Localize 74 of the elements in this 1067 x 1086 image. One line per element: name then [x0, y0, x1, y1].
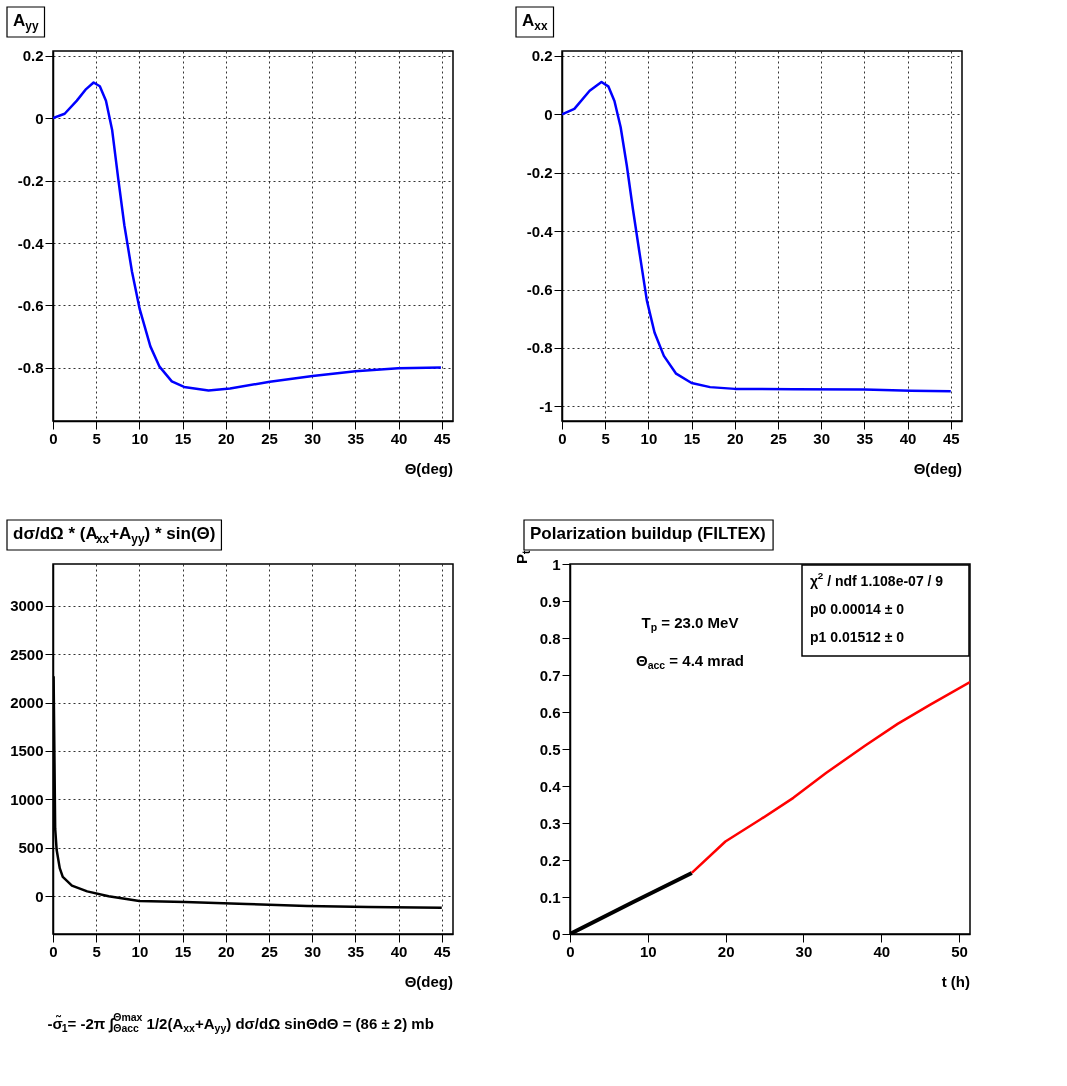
x-tick-label: 35 — [856, 429, 874, 447]
x-tick-label: 10 — [640, 429, 658, 447]
x-tick-label: 45 — [942, 429, 960, 447]
x-tick-label: 30 — [304, 942, 322, 960]
x-tick-label: 20 — [217, 942, 235, 960]
y-tick-label: 0 — [35, 109, 44, 127]
y-tick-label: 0.2 — [531, 47, 553, 65]
x-tick-label: 25 — [770, 429, 787, 447]
x-tick-label: 20 — [717, 942, 735, 960]
y-tick-label: 0.3 — [539, 814, 561, 832]
y-tick-label: 500 — [18, 839, 44, 857]
x-tick-label: 30 — [813, 429, 831, 447]
x-tick-label: 5 — [601, 429, 610, 447]
y-tick-label: 0.4 — [539, 777, 562, 795]
x-tick-label: 5 — [92, 942, 101, 960]
x-axis-title: t (h) — [941, 973, 971, 990]
y-tick-label: 0.5 — [539, 740, 561, 758]
y-tick-label: -0.2 — [526, 164, 553, 182]
x-tick-label: 15 — [174, 429, 192, 447]
y-tick-label: 0.7 — [539, 666, 561, 684]
y-tick-label: 3000 — [10, 597, 44, 615]
x-tick-label: 25 — [261, 942, 278, 960]
y-tick-label: 0.9 — [539, 592, 561, 610]
x-tick-label: 10 — [131, 429, 149, 447]
y-tick-label: 1 — [552, 555, 561, 573]
y-tick-label: -0.8 — [17, 359, 44, 377]
x-tick-label: 35 — [347, 942, 365, 960]
y-tick-label: -0.6 — [526, 281, 553, 299]
x-axis-title: Θ(deg) — [404, 973, 453, 990]
x-tick-label: 0 — [49, 429, 58, 447]
y-tick-label: 2000 — [10, 694, 44, 712]
x-tick-label: 50 — [951, 942, 968, 960]
x-tick-label: 35 — [347, 429, 365, 447]
x-tick-label: 5 — [92, 429, 101, 447]
x-tick-label: 10 — [131, 942, 149, 960]
x-tick-label: 40 — [873, 942, 891, 960]
x-axis-title: Θ(deg) — [404, 460, 453, 477]
x-tick-label: 30 — [304, 429, 322, 447]
y-tick-label: 0.2 — [22, 47, 44, 65]
y-tick-label: -0.8 — [526, 339, 553, 357]
y-tick-label: 1000 — [10, 790, 44, 808]
x-tick-label: 30 — [795, 942, 813, 960]
x-tick-label: 10 — [639, 942, 657, 960]
y-tick-label: 0 — [544, 105, 553, 123]
annotation: p1 0.01512 ± 0 — [810, 629, 905, 645]
x-tick-label: 15 — [174, 942, 192, 960]
y-tick-label: -0.2 — [17, 172, 44, 190]
annotation: p0 0.00014 ± 0 — [810, 601, 905, 617]
y-tick-label: -1 — [539, 397, 553, 415]
x-axis-title: Θ(deg) — [913, 460, 962, 477]
y-tick-label: 0 — [35, 887, 44, 905]
x-tick-label: 45 — [433, 429, 451, 447]
x-tick-label: 25 — [261, 429, 278, 447]
y-tick-label: -0.4 — [526, 222, 554, 240]
y-axis-title: Pt — [513, 549, 532, 564]
x-tick-label: 40 — [390, 942, 408, 960]
x-tick-label: 20 — [726, 429, 744, 447]
x-tick-label: 20 — [217, 429, 235, 447]
y-tick-label: 0.2 — [539, 851, 561, 869]
y-tick-label: 0.8 — [539, 629, 561, 647]
x-tick-label: 0 — [566, 942, 575, 960]
chart-title: Polarization buildup (FILTEX) — [530, 524, 766, 543]
y-tick-label: 1500 — [10, 742, 44, 760]
x-tick-label: 45 — [433, 942, 451, 960]
y-tick-label: 0.1 — [539, 888, 561, 906]
x-tick-label: 15 — [683, 429, 701, 447]
x-tick-label: 40 — [899, 429, 917, 447]
y-tick-label: -0.4 — [17, 234, 45, 252]
x-tick-label: 0 — [49, 942, 58, 960]
x-tick-label: 40 — [390, 429, 408, 447]
y-tick-label: 0 — [552, 925, 561, 943]
y-tick-label: -0.6 — [17, 296, 44, 314]
y-tick-label: 0.6 — [539, 703, 561, 721]
y-tick-label: 2500 — [10, 645, 44, 663]
